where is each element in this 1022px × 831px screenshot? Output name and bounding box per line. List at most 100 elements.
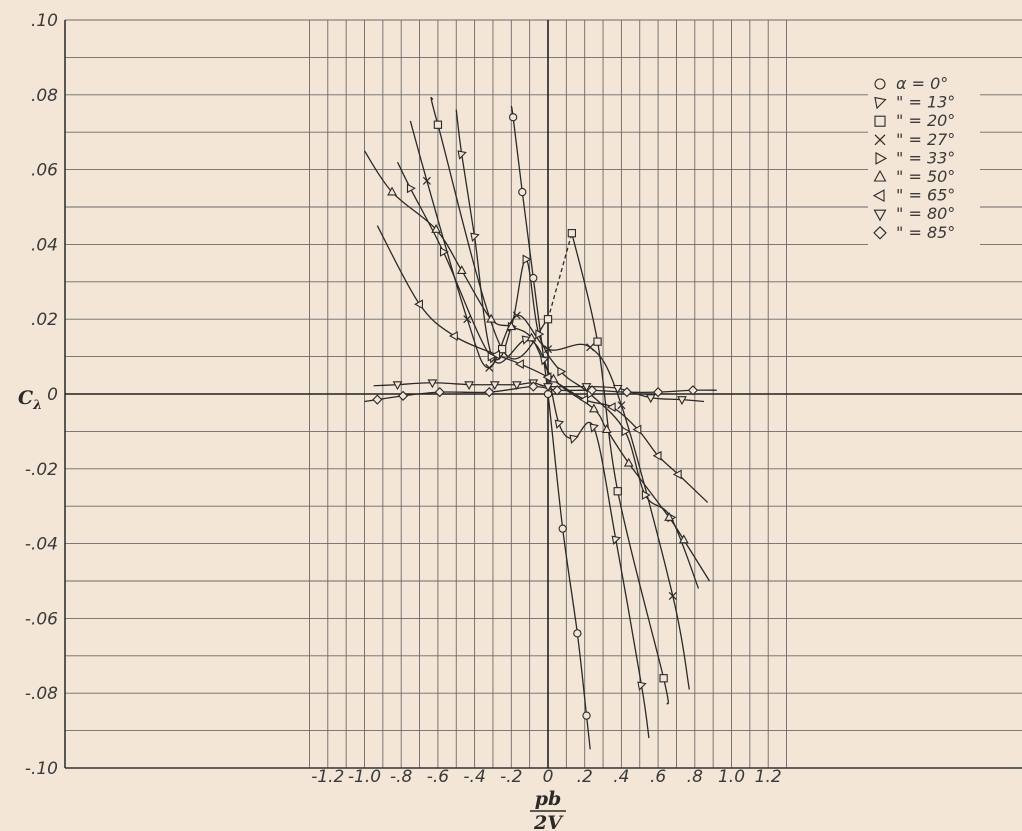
data-point	[567, 229, 577, 238]
data-point	[506, 321, 517, 331]
data-point	[874, 115, 886, 127]
data-point	[448, 331, 458, 341]
data-point	[589, 423, 599, 433]
data-point	[573, 629, 582, 638]
data-point-stroke	[617, 401, 626, 410]
y-tick-label: -.08	[25, 684, 58, 704]
data-point	[873, 169, 887, 182]
legend-entry-label: " = 85°	[896, 223, 955, 242]
data-point-stroke	[668, 591, 677, 600]
data-point	[543, 383, 553, 392]
x-axis-label-numerator: pb	[535, 788, 562, 810]
data-point-stroke	[512, 311, 521, 320]
legend-entry-label: " = 33°	[896, 148, 955, 167]
data-point	[497, 344, 507, 354]
data-point	[470, 232, 480, 243]
legend-box	[868, 74, 980, 250]
data-point	[875, 151, 888, 165]
data-point	[641, 490, 651, 500]
legend-entry-label: " = 27°	[896, 130, 955, 149]
data-point	[522, 254, 532, 265]
data-point	[557, 366, 567, 377]
data-point	[617, 401, 626, 410]
series-line-dashed	[547, 233, 573, 320]
data-point	[543, 315, 553, 324]
data-point	[548, 373, 559, 383]
data-point	[456, 265, 467, 275]
data-point	[427, 379, 438, 389]
data-point	[372, 394, 383, 405]
data-point	[439, 246, 449, 257]
legend: α = 0°" = 13°" = 20°" = 27°" = 33°" = 50…	[868, 74, 980, 250]
x-axis-label: pb 2V	[530, 788, 566, 831]
legend-entry-label: " = 50°	[896, 167, 955, 186]
data-point	[637, 681, 647, 691]
data-point	[581, 383, 592, 392]
data-point	[668, 591, 677, 600]
x-tick-label: 0	[543, 767, 554, 787]
data-point	[511, 381, 522, 391]
y-tick-label: .04	[31, 235, 58, 255]
x-tick-label: -1.0	[348, 767, 381, 787]
legend-entry-label: " = 20°	[896, 111, 955, 130]
series-line	[409, 120, 690, 690]
legend-entry-label: " = 13°	[896, 93, 955, 112]
data-point	[422, 176, 431, 185]
series-line	[430, 96, 549, 360]
data-point	[554, 419, 565, 430]
series-curves	[363, 96, 717, 750]
data-point	[612, 384, 623, 394]
data-point-stroke	[543, 345, 553, 354]
data-point	[613, 487, 622, 496]
data-point	[601, 424, 612, 433]
x-tick-label: .6	[650, 767, 666, 787]
data-point	[464, 381, 474, 391]
x-tick-label: 1.0	[718, 767, 745, 787]
data-point	[489, 381, 500, 391]
data-point	[535, 329, 545, 340]
data-point	[491, 349, 501, 360]
data-point	[529, 273, 538, 283]
data-point	[463, 315, 472, 324]
legend-entry-label: " = 80°	[896, 204, 955, 223]
x-tick-label: .8	[687, 767, 703, 787]
y-tick-label: 0	[47, 385, 58, 405]
data-point	[528, 381, 539, 392]
data-point-stroke	[422, 176, 431, 185]
data-point-stroke	[463, 315, 472, 324]
x-axis-label-denominator: 2V	[533, 812, 564, 831]
data-point	[486, 313, 497, 323]
data-point	[512, 311, 521, 320]
data-point	[653, 387, 664, 398]
data-point	[508, 113, 518, 122]
y-tick-label: -.02	[25, 460, 58, 480]
x-tick-label: -.8	[390, 767, 413, 787]
y-tick-label: .06	[31, 161, 58, 181]
data-point	[678, 534, 689, 544]
data-point	[621, 387, 633, 398]
data-point	[521, 335, 532, 345]
series-markers	[372, 113, 699, 720]
y-tick-label: -.04	[25, 535, 58, 555]
x-tick-labels: -1.2 -1.0 -.8 -.6 -.4 -.2 0 .2 .4 .6 .8 1.0 1.2	[311, 767, 782, 787]
y-tick-label: .08	[31, 86, 58, 106]
y-tick-label: -.06	[25, 609, 58, 629]
x-tick-label: .2	[577, 767, 593, 787]
data-point	[611, 535, 621, 545]
series-line	[510, 105, 591, 750]
data-point	[457, 150, 467, 160]
data-point	[623, 457, 634, 467]
data-point	[485, 363, 494, 372]
legend-entry-label: " = 65°	[896, 186, 955, 205]
data-point-stroke	[485, 363, 494, 372]
data-point	[645, 394, 656, 404]
data-point	[874, 134, 886, 146]
y-axis-label: Cλ	[18, 387, 42, 413]
data-point	[873, 226, 887, 240]
y-tick-label: .10	[31, 11, 58, 31]
data-point	[664, 511, 675, 521]
x-tick-label: -.6	[427, 767, 450, 787]
data-point	[433, 120, 443, 129]
data-point	[558, 524, 567, 533]
